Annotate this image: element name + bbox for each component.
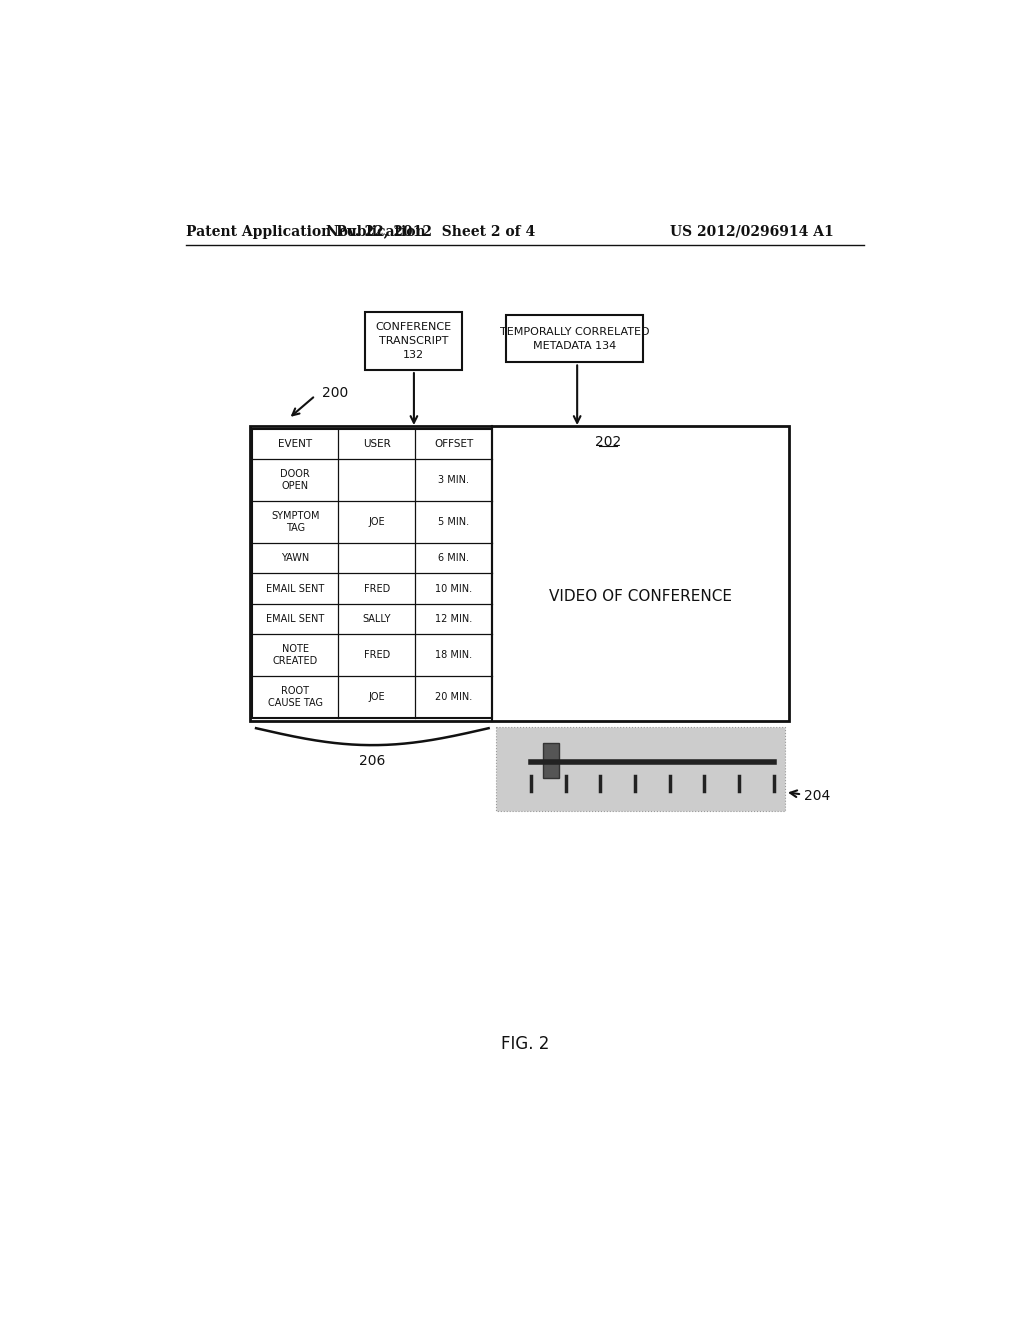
Text: 3 MIN.: 3 MIN. — [438, 475, 469, 484]
Text: JOE: JOE — [369, 692, 385, 702]
Text: 200: 200 — [322, 387, 348, 400]
Bar — [252, 429, 493, 718]
Text: TEMPORALLY CORRELATED
METADATA 134: TEMPORALLY CORRELATED METADATA 134 — [500, 326, 649, 351]
Text: 5 MIN.: 5 MIN. — [438, 517, 470, 527]
Bar — [543, 743, 559, 777]
Text: VIDEO OF CONFERENCE: VIDEO OF CONFERENCE — [549, 589, 732, 605]
Text: Patent Application Publication: Patent Application Publication — [186, 224, 426, 239]
Text: CONFERENCE
TRANSCRIPT
132: CONFERENCE TRANSCRIPT 132 — [376, 322, 452, 360]
Text: USER: USER — [364, 438, 391, 449]
Text: JOE: JOE — [369, 517, 385, 527]
Text: EVENT: EVENT — [279, 438, 312, 449]
Text: FIG. 2: FIG. 2 — [501, 1035, 549, 1053]
Text: EMAIL SENT: EMAIL SENT — [266, 614, 325, 623]
Text: 20 MIN.: 20 MIN. — [435, 692, 473, 702]
Text: DOOR
OPEN: DOOR OPEN — [281, 469, 310, 491]
Text: SYMPTOM
TAG: SYMPTOM TAG — [271, 511, 319, 533]
Text: Nov. 22, 2012  Sheet 2 of 4: Nov. 22, 2012 Sheet 2 of 4 — [327, 224, 536, 239]
Text: FRED: FRED — [364, 649, 390, 660]
Text: 10 MIN.: 10 MIN. — [435, 583, 472, 594]
Bar — [366, 313, 462, 370]
Text: 18 MIN.: 18 MIN. — [435, 649, 472, 660]
Text: 6 MIN.: 6 MIN. — [438, 553, 469, 564]
Text: 202: 202 — [595, 434, 622, 449]
Text: EMAIL SENT: EMAIL SENT — [266, 583, 325, 594]
Text: 12 MIN.: 12 MIN. — [435, 614, 473, 623]
Text: ROOT
CAUSE TAG: ROOT CAUSE TAG — [268, 686, 323, 709]
Text: OFFSET: OFFSET — [434, 438, 473, 449]
Bar — [250, 426, 788, 721]
Text: YAWN: YAWN — [282, 553, 309, 564]
Text: FRED: FRED — [364, 583, 390, 594]
Text: US 2012/0296914 A1: US 2012/0296914 A1 — [670, 224, 834, 239]
Text: SALLY: SALLY — [362, 614, 391, 623]
Bar — [506, 314, 643, 363]
Text: 204: 204 — [804, 789, 830, 803]
Text: NOTE
CREATED: NOTE CREATED — [272, 644, 318, 667]
Text: 206: 206 — [359, 754, 385, 767]
Bar — [497, 726, 785, 812]
